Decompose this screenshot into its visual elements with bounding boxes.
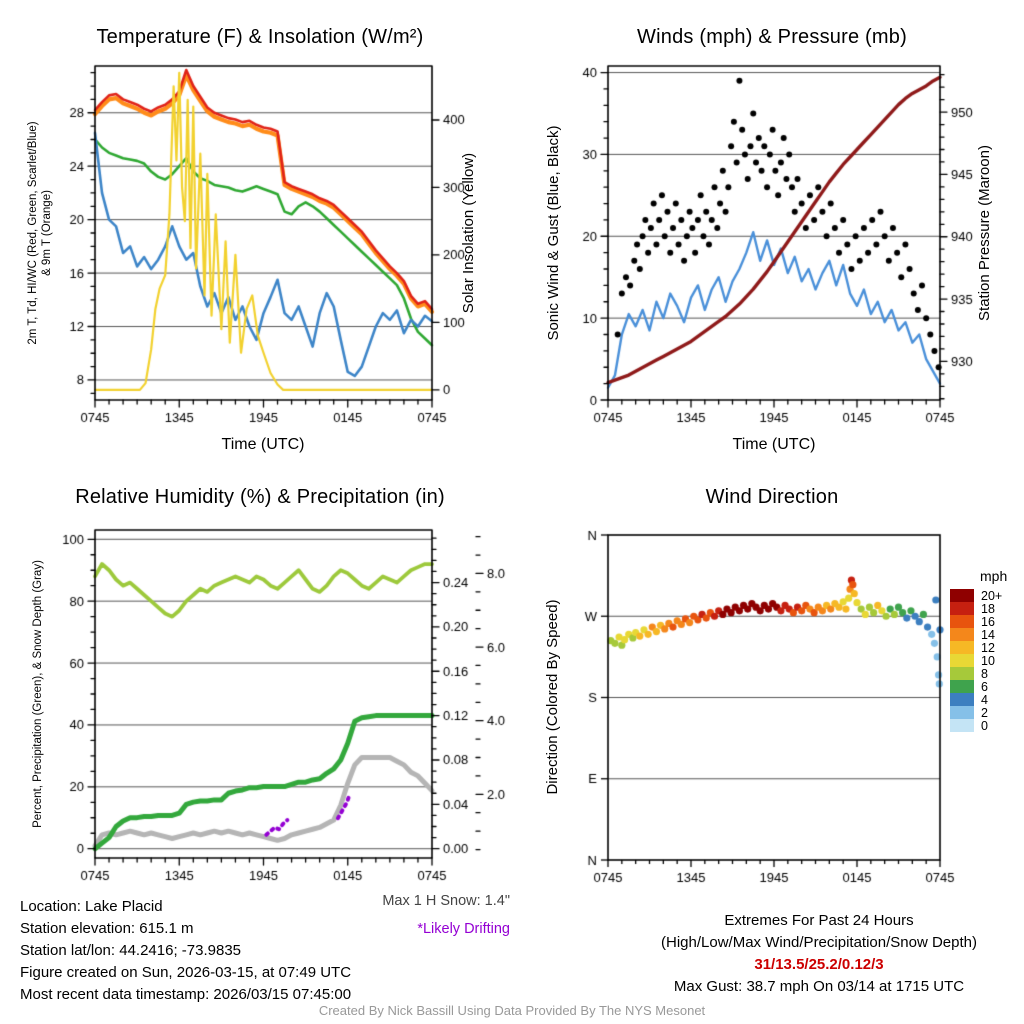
wind-speed-legend: mph 20+ 18 16 14 12 10 8 6 4 2 0 xyxy=(950,568,1008,733)
max-hourly-snow-annotation: Max 1 H Snow: 1.4" xyxy=(382,893,510,909)
station-latlon: Station lat/lon: 44.2416; -73.9835 xyxy=(20,942,242,959)
legend-label: 20+ xyxy=(981,588,1003,603)
legend-color-swatch xyxy=(950,615,974,628)
legend-label: 6 xyxy=(981,679,988,694)
temp-left-axis-label-line1: 2m T, Td, HI/WC (Red, Green, Scarlet/Blu… xyxy=(27,121,39,345)
station-elevation: Station elevation: 615.1 m xyxy=(20,920,194,937)
legend-label: 4 xyxy=(981,692,988,707)
wind-direction-chart-title: Wind Direction xyxy=(705,486,839,508)
station-location: Location: Lake Placid xyxy=(20,898,163,915)
temp-insolation-panel: Temperature (F) & Insolation (W/m²) 2m T… xyxy=(0,0,512,460)
legend-row: 14 xyxy=(950,627,1007,642)
winds-pressure-chart-canvas xyxy=(512,0,1024,460)
legend-color-swatch xyxy=(950,641,974,654)
legend-label: 18 xyxy=(981,601,995,616)
pressure-right-axis-label: Station Pressure (Maroon) xyxy=(975,145,993,321)
legend-color-swatch xyxy=(950,628,974,641)
temp-left-axis-label: 2m T, Td, HI/WC (Red, Green, Scarlet/Blu… xyxy=(25,66,55,400)
legend-row: 8 xyxy=(950,666,1007,681)
wind-direction-chart-canvas xyxy=(512,460,1024,895)
legend-color-swatch xyxy=(950,680,974,693)
legend-row: 10 xyxy=(950,653,1007,668)
legend-row: 6 xyxy=(950,679,1007,694)
legend-label: 0 xyxy=(981,718,988,733)
legend-color-swatch xyxy=(950,693,974,706)
legend-color-swatch xyxy=(950,589,974,602)
wind-left-axis-label: Sonic Wind & Gust (Blue, Black) xyxy=(544,125,562,341)
direction-left-axis-label: Direction (Colored By Speed) xyxy=(543,599,561,795)
legend-color-swatch xyxy=(950,719,974,732)
extremes-subtitle: (High/Low/Max Wind/Precipitation/Snow De… xyxy=(661,934,977,951)
humidity-precip-chart-canvas xyxy=(0,460,512,895)
extremes-block: Extremes For Past 24 Hours (High/Low/Max… xyxy=(624,910,1014,998)
humidity-left-axis-label: Percent, Precipitation (Green), & Snow D… xyxy=(32,560,44,828)
winds-pressure-panel: Winds (mph) & Pressure (mb) Sonic Wind &… xyxy=(512,0,1024,460)
legend-row: 0 xyxy=(950,718,1007,733)
wind-direction-panel: Wind Direction Direction (Colored By Spe… xyxy=(512,460,1024,895)
legend-label: 14 xyxy=(981,627,995,642)
temp-x-axis-label: Time (UTC) xyxy=(221,436,305,453)
legend-row: 20+ xyxy=(950,588,1007,603)
legend-row: 12 xyxy=(950,640,1007,655)
legend-color-swatch xyxy=(950,706,974,719)
winds-x-axis-label: Time (UTC) xyxy=(732,436,816,453)
max-gust-text: Max Gust: 38.7 mph On 03/14 at 1715 UTC xyxy=(673,978,965,995)
legend-row: 16 xyxy=(950,614,1007,629)
legend-row: 4 xyxy=(950,692,1007,707)
legend-color-swatch xyxy=(950,602,974,615)
figure-created-timestamp: Figure created on Sun, 2026-03-15, at 07… xyxy=(20,964,352,981)
likely-drifting-annotation: *Likely Drifting xyxy=(417,921,510,937)
legend-label: 12 xyxy=(981,640,995,655)
extremes-title: Extremes For Past 24 Hours xyxy=(724,912,914,929)
temp-left-axis-label-line2: & 9m T (Orange) xyxy=(41,190,53,276)
legend-row: 2 xyxy=(950,705,1007,720)
legend-row: 18 xyxy=(950,601,1007,616)
legend-label: 10 xyxy=(981,653,995,668)
legend-color-swatch xyxy=(950,654,974,667)
temp-chart-title: Temperature (F) & Insolation (W/m²) xyxy=(96,26,424,48)
recent-data-timestamp: Most recent data timestamp: 2026/03/15 0… xyxy=(20,986,352,1003)
legend-label: 8 xyxy=(981,666,988,681)
wind-speed-legend-rows: 20+ 18 16 14 12 10 8 6 4 2 0 xyxy=(950,588,1007,733)
extremes-values: 31/13.5/25.2/0.12/3 xyxy=(754,956,884,973)
legend-label: 2 xyxy=(981,705,988,720)
temp-insolation-chart-canvas xyxy=(0,0,512,460)
winds-chart-title: Winds (mph) & Pressure (mb) xyxy=(637,26,907,48)
credit-line: Created By Nick Bassill Using Data Provi… xyxy=(318,1003,706,1018)
insolation-right-axis-label: Solar Insolation (Yellow) xyxy=(459,152,477,314)
legend-color-swatch xyxy=(950,667,974,680)
humidity-chart-title: Relative Humidity (%) & Precipitation (i… xyxy=(75,486,445,508)
legend-label: 16 xyxy=(981,614,995,629)
wind-speed-legend-title: mph xyxy=(980,568,1008,584)
humidity-precip-panel: Relative Humidity (%) & Precipitation (i… xyxy=(0,460,512,895)
station-info-block: Location: Lake Placid Station elevation:… xyxy=(20,896,351,1006)
